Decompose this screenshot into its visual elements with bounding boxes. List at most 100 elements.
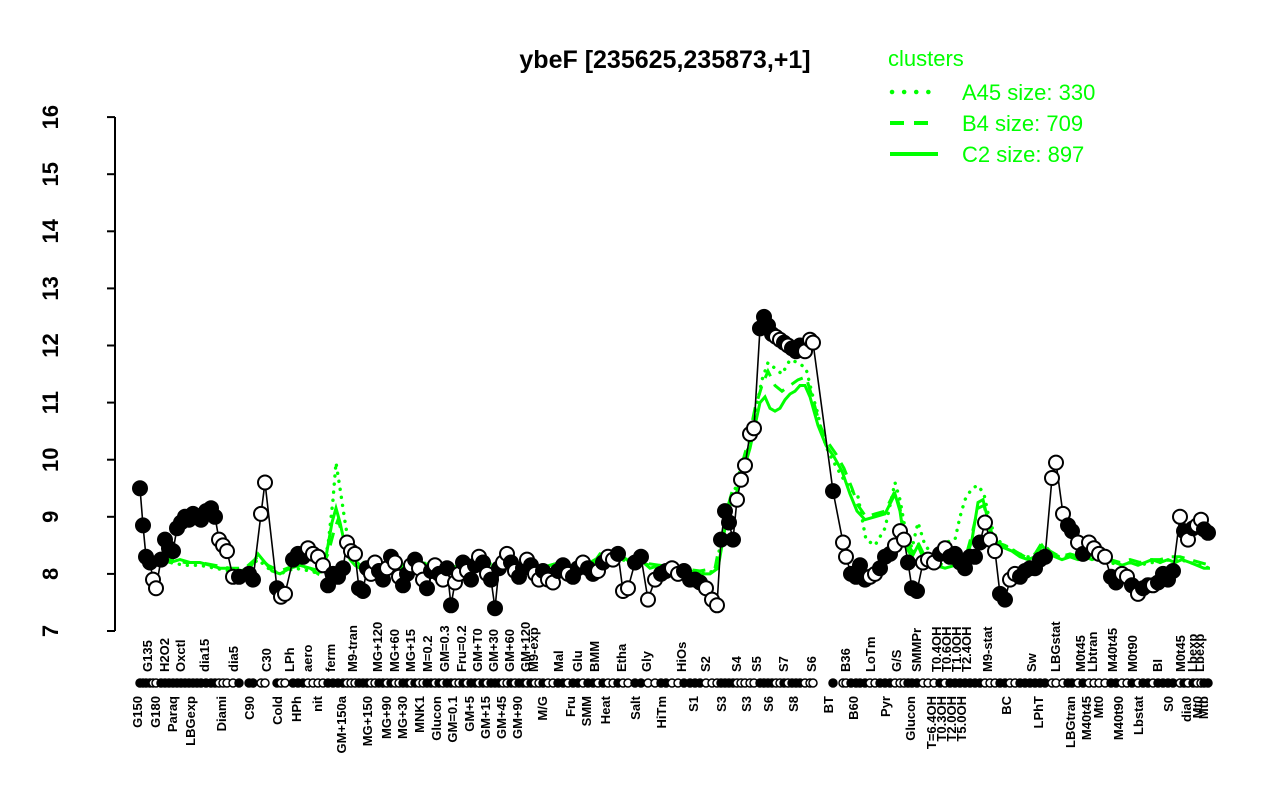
condition-label: Lbstat (1131, 695, 1146, 735)
condition-label: S2 (698, 656, 713, 672)
gene-point (997, 591, 1013, 608)
condition-label: G/S (889, 649, 904, 672)
gene-point (463, 571, 479, 588)
condition-label: Mal (551, 650, 566, 672)
condition-label: T1.0OH (949, 626, 964, 672)
gene-point (852, 557, 868, 574)
strip-marker (248, 678, 258, 688)
condition-label: HiOs (674, 642, 689, 672)
y-tick-label: 10 (38, 447, 63, 471)
condition-label: S3 (714, 696, 729, 712)
condition-label: LoTm (863, 637, 878, 672)
condition-label: ferm (323, 644, 338, 672)
condition-label: M9-stat (980, 626, 995, 672)
y-tick-label: 7 (38, 625, 63, 637)
condition-label: nit (310, 695, 325, 712)
strip-marker (1203, 678, 1213, 688)
gene-point (1048, 454, 1064, 471)
condition-label: Glucon (429, 696, 444, 741)
condition-label: Etha (614, 643, 629, 672)
condition-label: C30 (259, 648, 274, 672)
condition-label: GM+150a (334, 695, 349, 753)
y-axis: 7 8 9 10 11 12 13 14 15 16 (38, 105, 116, 637)
gene-point (148, 580, 164, 597)
condition-label: T0.6OH (939, 626, 954, 672)
condition-label: GM+60 (502, 629, 517, 672)
gene-point (153, 551, 169, 568)
condition-label: Lbexp (1192, 634, 1207, 672)
gene-point (838, 548, 854, 565)
gene-point (967, 548, 983, 565)
condition-label: S3 (739, 696, 754, 712)
y-tick-label: 15 (38, 162, 63, 186)
condition-label: MG+60 (387, 629, 402, 672)
condition-label: Lbtran (1085, 632, 1100, 673)
condition-label: Mt0 (1190, 696, 1205, 718)
strip-marker (260, 678, 270, 688)
gene-point (640, 591, 656, 608)
condition-label: T0.3OH (934, 696, 949, 742)
condition-label: dia15 (197, 639, 212, 672)
gene-point (419, 580, 435, 597)
condition-label: M40t45 (1079, 696, 1094, 740)
condition-label: LPhT (1031, 696, 1046, 729)
gene-point (987, 543, 1003, 560)
gene-point (1097, 548, 1113, 565)
condition-label: M=0.2 (420, 636, 435, 673)
strip-marker (234, 678, 244, 688)
condition-label: GM+90 (510, 696, 525, 739)
condition-label: M0t45 (1173, 635, 1188, 672)
condition-label: LBGtran (1063, 696, 1078, 748)
legend-item-c2: C2 size: 897 (962, 142, 1084, 167)
condition-label: BT (821, 696, 836, 713)
gene-point (709, 597, 725, 614)
gene-point (977, 514, 993, 531)
condition-label: H2O2 (157, 638, 172, 672)
y-tick-label: 11 (38, 391, 63, 414)
gene-point (443, 597, 459, 614)
gene-point (135, 517, 151, 534)
condition-label: Mt0 (1091, 696, 1106, 718)
strip-marker (808, 678, 818, 688)
condition-label: BC (999, 695, 1014, 714)
condition-label: Cold (270, 696, 285, 725)
x-axis-condition-labels: G150 G135 G180 H2O2 Paraq Oxctl LBGexp dia15 Dia… (130, 621, 1211, 754)
condition-label: G135 (140, 640, 155, 672)
legend: clusters A45 size: 330 B4 size: 709 C2 s… (888, 46, 1095, 167)
condition-label: M9-exp (526, 627, 541, 672)
condition-label: LPh (282, 647, 297, 672)
condition-label: S7 (776, 656, 791, 672)
condition-label: S6 (761, 696, 776, 712)
gene-point (620, 580, 636, 597)
condition-label: T2.4OH (959, 626, 974, 672)
condition-label: Paraq (165, 696, 180, 732)
condition-label: GM=0.1 (445, 696, 460, 743)
condition-label: M40t45 (1105, 628, 1120, 672)
condition-label: Heat (598, 695, 613, 724)
condition-label: GM+120 (518, 622, 533, 672)
condition-label: Oxctl (173, 639, 188, 672)
condition-label: Glu (570, 650, 585, 672)
gene-point (721, 514, 737, 531)
gene-point (1044, 470, 1060, 486)
condition-label: M9-tran (345, 625, 360, 672)
gene-point (835, 534, 851, 551)
gene-point (900, 554, 916, 571)
gene-point (219, 543, 235, 560)
strip-marker (280, 678, 290, 688)
gene-point (1037, 548, 1053, 565)
condition-label: G180 (148, 696, 163, 728)
condition-label: HPh (289, 696, 304, 722)
gene-point (1165, 563, 1181, 579)
gene-point (733, 471, 749, 488)
condition-label: MG+90 (379, 696, 394, 739)
condition-label: dia0 (1179, 696, 1194, 722)
condition-label: M0t45 (1073, 635, 1088, 672)
legend-item-b4: B4 size: 709 (962, 111, 1083, 136)
gene-point (1172, 508, 1188, 525)
gene-point (746, 420, 762, 437)
gene-point (483, 571, 499, 588)
condition-label: Salt (628, 695, 643, 720)
condition-label: B60 (846, 696, 861, 720)
